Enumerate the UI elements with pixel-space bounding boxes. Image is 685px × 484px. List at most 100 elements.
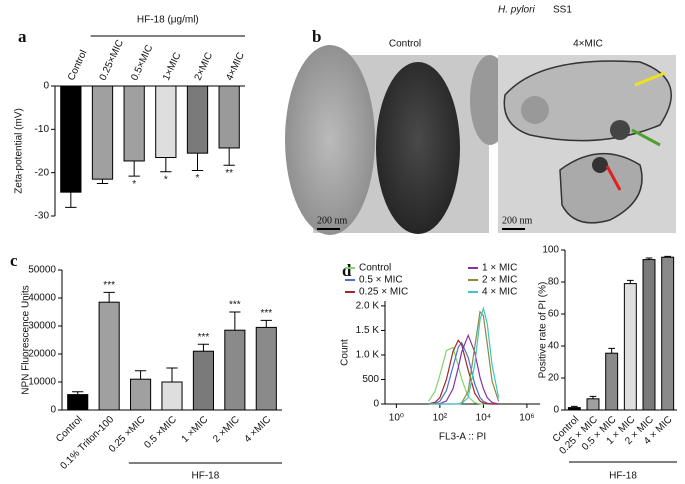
x-tick-label: 10⁰ bbox=[389, 413, 404, 424]
category-label: 0.5 ×MIC bbox=[142, 414, 179, 451]
bar bbox=[255, 326, 277, 411]
bar bbox=[224, 329, 246, 411]
y-tick-label: 100 bbox=[542, 245, 559, 256]
histogram-line bbox=[428, 306, 500, 405]
category-label: 1×MIC bbox=[161, 51, 184, 83]
significance: *** bbox=[198, 332, 210, 343]
y-tick-label: 1.5 K bbox=[356, 325, 380, 336]
error-bar bbox=[223, 147, 235, 166]
y-tick-label: 0 bbox=[553, 405, 559, 416]
bar bbox=[218, 85, 240, 149]
histogram-line bbox=[428, 339, 499, 405]
legend-label: 1 × MIC bbox=[482, 263, 517, 274]
category-label: 4 ×MIC bbox=[243, 414, 274, 445]
bar bbox=[186, 85, 209, 154]
error-bar bbox=[166, 367, 178, 382]
error-bar bbox=[626, 279, 634, 284]
group-label: HF-18 (μg/ml) bbox=[137, 15, 199, 26]
tem-image-control bbox=[285, 45, 510, 235]
error-bar bbox=[570, 405, 578, 408]
panel-label: d bbox=[342, 261, 352, 280]
y-tick-label: 30000 bbox=[28, 321, 56, 332]
histogram-line bbox=[428, 310, 500, 405]
y-tick-label: 40000 bbox=[28, 293, 56, 304]
bar bbox=[586, 398, 600, 411]
y-axis-label: Positive rate of PI (%) bbox=[538, 282, 549, 379]
legend-label: 0.25 × MIC bbox=[359, 287, 408, 298]
bar bbox=[123, 85, 145, 162]
error-bar bbox=[229, 311, 241, 331]
bar bbox=[623, 283, 637, 411]
error-bar bbox=[191, 153, 204, 171]
y-tick-label: -20 bbox=[35, 167, 50, 178]
category-label: 4×MIC bbox=[224, 51, 247, 83]
category-label: 1 ×MIC bbox=[180, 414, 211, 445]
significance: * bbox=[132, 179, 136, 190]
category-label: 0.5×MIC bbox=[129, 43, 155, 82]
bar bbox=[661, 256, 675, 411]
bar bbox=[155, 85, 177, 158]
error-bar bbox=[72, 391, 84, 395]
y-tick-label: 10000 bbox=[28, 377, 56, 388]
scale-label: 200 nm bbox=[502, 215, 533, 226]
significance: *** bbox=[103, 280, 115, 291]
x-axis-label: FL3-A :: PI bbox=[439, 432, 486, 443]
x-tick-label: 10⁶ bbox=[519, 413, 534, 424]
error-bar bbox=[134, 370, 147, 380]
y-tick-label: 50000 bbox=[28, 265, 56, 276]
bar bbox=[192, 350, 214, 411]
image-title: 4×MIC bbox=[573, 39, 603, 50]
legend-label: 0.5 × MIC bbox=[359, 275, 403, 286]
histogram-line bbox=[428, 333, 499, 405]
legend-label: 4 × MIC bbox=[482, 287, 517, 298]
significance: *** bbox=[260, 308, 272, 319]
legend-label: Control bbox=[359, 263, 391, 274]
strain: SS1 bbox=[553, 5, 572, 16]
category-label: 0.25×MIC bbox=[98, 38, 126, 82]
error-bar bbox=[608, 347, 616, 354]
bar bbox=[642, 259, 656, 411]
bar bbox=[60, 85, 82, 193]
y-tick-label: 2.0 K bbox=[356, 301, 380, 312]
significance: *** bbox=[229, 300, 241, 311]
error-bar bbox=[103, 291, 115, 303]
error-bar bbox=[160, 157, 172, 173]
y-tick-label: 0 bbox=[43, 81, 49, 92]
y-axis-label: Count bbox=[340, 339, 351, 366]
error-bar bbox=[128, 160, 140, 177]
panel-label: b bbox=[312, 27, 321, 46]
category-label: Control bbox=[66, 49, 90, 83]
y-tick-label: -30 bbox=[35, 211, 50, 222]
category-label: Control bbox=[54, 414, 85, 445]
panel-label: c bbox=[10, 251, 18, 270]
histogram-line bbox=[428, 346, 499, 405]
bar bbox=[91, 85, 114, 180]
y-tick-label: 20 bbox=[548, 373, 560, 384]
error-bar bbox=[645, 257, 653, 260]
bar bbox=[130, 378, 152, 411]
bar bbox=[567, 407, 581, 411]
y-tick-label: 1.0 K bbox=[356, 350, 380, 361]
bar bbox=[161, 381, 183, 411]
error-bar bbox=[96, 179, 109, 184]
image-title: Control bbox=[389, 39, 421, 50]
category-label: 2×MIC bbox=[193, 51, 216, 83]
y-tick-label: 40 bbox=[548, 341, 560, 352]
bar bbox=[605, 352, 619, 411]
tem-image-4mic bbox=[498, 55, 676, 233]
y-tick-label: 0 bbox=[373, 399, 379, 410]
error-bar bbox=[65, 192, 77, 208]
category-label: 2 ×MIC bbox=[211, 414, 242, 445]
group-label: HF-18 bbox=[192, 471, 220, 482]
y-tick-label: -10 bbox=[35, 124, 50, 135]
bar bbox=[98, 301, 120, 411]
y-tick-label: 500 bbox=[362, 374, 379, 385]
y-tick-label: 60 bbox=[548, 309, 560, 320]
y-tick-label: 0 bbox=[50, 405, 56, 416]
y-axis-label: Zeta-potential (mV) bbox=[14, 108, 25, 194]
category-label: 0.1% Triton-100 bbox=[58, 414, 116, 472]
species: H. pylori bbox=[498, 5, 535, 16]
bar bbox=[67, 394, 89, 411]
